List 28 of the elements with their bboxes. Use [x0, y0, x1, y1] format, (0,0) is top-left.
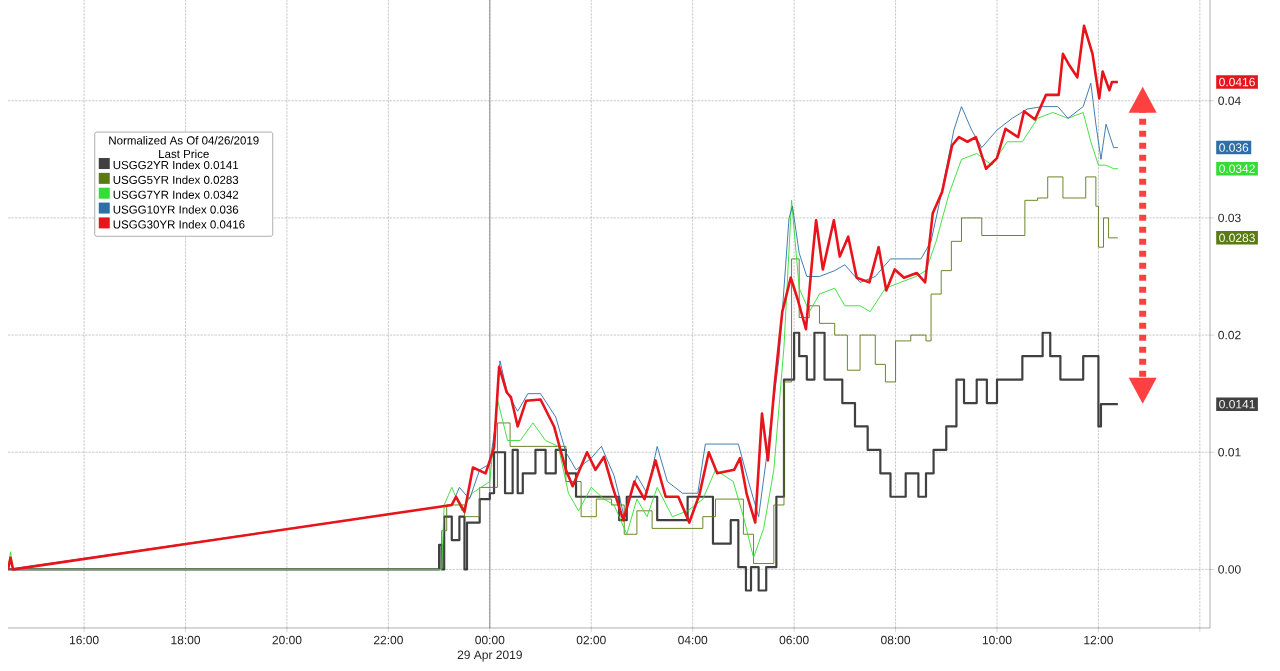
- legend-label: USGG2YR Index 0.0141: [113, 160, 239, 170]
- x-axis-title: 29 Apr 2019: [457, 650, 522, 662]
- text: 0.0342: [1219, 164, 1255, 173]
- y-tick-label: 0.03: [1218, 213, 1241, 223]
- x-tick-label: 02:00: [576, 635, 606, 645]
- legend-label: USGG10YR Index 0.036: [113, 205, 239, 214]
- text: 0.0283: [1219, 233, 1255, 243]
- x-tick-label: 06:00: [779, 635, 809, 645]
- x-tick-label: 10:00: [982, 635, 1012, 645]
- x-tick-label: 04:00: [678, 635, 708, 645]
- y-tick-label: 0.02: [1218, 330, 1241, 340]
- legend-label: USGG5YR Index 0.0283: [113, 175, 239, 184]
- text: 0.036: [1219, 143, 1249, 152]
- x-tick-label: 20:00: [272, 635, 302, 645]
- text: 0.0416: [1219, 77, 1255, 87]
- legend-title: Normalized As Of 04/26/2019 Last Price: [109, 136, 259, 159]
- text: 0.0141: [1219, 399, 1255, 409]
- x-tick-label: 16:00: [69, 635, 99, 645]
- legend-label: USGG7YR Index 0.0342: [113, 190, 239, 199]
- y-tick-label: 0.00: [1218, 565, 1241, 574]
- x-tick-label: 12:00: [1084, 635, 1113, 645]
- x-tick-label: 00:00: [475, 635, 505, 645]
- legend-label: USGG30YR Index 0.0416: [113, 220, 245, 229]
- y-tick-label: 0.01: [1218, 447, 1241, 457]
- x-tick-label: 08:00: [881, 635, 911, 645]
- x-tick-label: 22:00: [373, 635, 403, 645]
- x-tick-label: 18:00: [171, 635, 201, 645]
- y-tick-label: 0.04: [1218, 96, 1241, 105]
